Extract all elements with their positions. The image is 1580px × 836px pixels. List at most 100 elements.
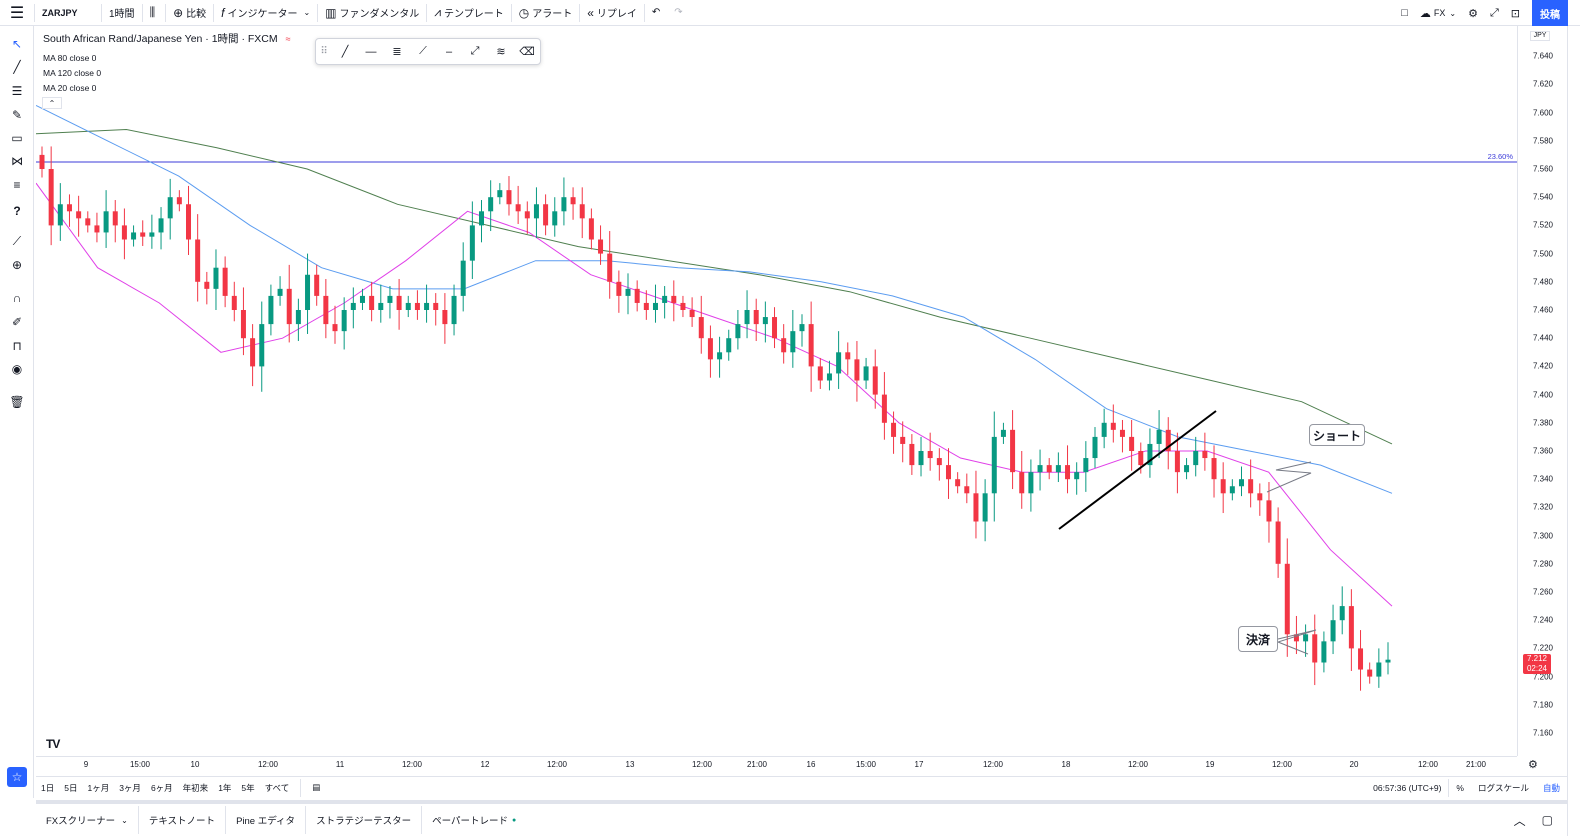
- indicators-button[interactable]: f インジケーター ⌄: [214, 0, 317, 26]
- legend-ma120[interactable]: MA 120 close 0: [43, 68, 102, 78]
- candle-body[interactable]: [332, 324, 338, 332]
- maximize-panel-icon[interactable]: ▢: [1541, 813, 1553, 827]
- candle-body[interactable]: [900, 436, 906, 444]
- layout-toggle-button[interactable]: □: [1395, 0, 1414, 26]
- candle-body[interactable]: [204, 281, 210, 289]
- cursor-icon[interactable]: ↖: [11, 37, 23, 51]
- interval-button[interactable]: 1時間: [109, 9, 135, 20]
- candle-body[interactable]: [533, 204, 539, 219]
- candle-body[interactable]: [103, 211, 109, 233]
- candle-body[interactable]: [579, 204, 585, 219]
- candle-body[interactable]: [112, 211, 118, 226]
- candle-body[interactable]: [323, 295, 329, 325]
- fundamentals-button[interactable]: ▥ ファンダメンタル: [318, 0, 426, 26]
- ma120-line[interactable]: [36, 128, 1393, 445]
- candle-body[interactable]: [1303, 634, 1309, 642]
- candle-body[interactable]: [735, 324, 741, 339]
- candle-body[interactable]: [387, 295, 393, 303]
- candle-body[interactable]: [1092, 436, 1098, 459]
- candle-body[interactable]: [524, 211, 530, 219]
- candle-body[interactable]: [213, 267, 219, 289]
- tab-text-notes[interactable]: テキストノート: [139, 806, 227, 834]
- candle-body[interactable]: [1101, 422, 1107, 437]
- price-chart[interactable]: 23.60%: [36, 26, 1517, 756]
- candle-body[interactable]: [845, 352, 851, 360]
- candle-body[interactable]: [479, 211, 485, 226]
- eye-icon[interactable]: ◉: [11, 362, 23, 376]
- candle-body[interactable]: [1238, 479, 1244, 487]
- ruler-icon[interactable]: ⟋: [12, 233, 22, 248]
- candle-body[interactable]: [707, 338, 713, 360]
- range-button[interactable]: すべて: [264, 782, 290, 793]
- tab-strategy-tester[interactable]: ストラテジーテスター: [306, 806, 423, 834]
- candle-body[interactable]: [1119, 429, 1125, 437]
- candle-body[interactable]: [991, 436, 997, 494]
- candle-body[interactable]: [1284, 563, 1290, 635]
- candle-body[interactable]: [588, 218, 594, 240]
- candle-body[interactable]: [744, 310, 750, 325]
- fib-retracement-icon[interactable]: ☰: [11, 84, 23, 98]
- candle-body[interactable]: [305, 274, 311, 310]
- ma20-line[interactable]: [36, 182, 1393, 607]
- candle-body[interactable]: [48, 169, 54, 226]
- candle-body[interactable]: [799, 324, 805, 332]
- candle-body[interactable]: [350, 302, 356, 310]
- candle-body[interactable]: [121, 225, 127, 240]
- candle-body[interactable]: [66, 204, 72, 212]
- candle-body[interactable]: [1193, 451, 1199, 466]
- candle-body[interactable]: [662, 295, 668, 303]
- candle-body[interactable]: [1211, 458, 1217, 480]
- legend-ma80[interactable]: MA 80 close 0: [43, 53, 97, 63]
- candle-body[interactable]: [240, 310, 246, 339]
- candle-body[interactable]: [616, 281, 622, 296]
- tab-paper-trading[interactable]: ペーパートレード ●: [422, 806, 526, 834]
- candle-body[interactable]: [359, 295, 365, 303]
- parallel-channel-icon[interactable]: ≣: [392, 46, 402, 58]
- forecast-icon[interactable]: ≡: [13, 178, 21, 192]
- range-button[interactable]: 1年: [218, 782, 232, 793]
- candle-body[interactable]: [1037, 465, 1043, 473]
- candle-body[interactable]: [1165, 429, 1171, 451]
- candle-body[interactable]: [405, 302, 411, 310]
- candle-body[interactable]: [433, 302, 439, 310]
- undo-button[interactable]: ↶: [645, 0, 667, 26]
- eraser-icon[interactable]: ⌫: [519, 46, 535, 58]
- candle-body[interactable]: [1376, 662, 1382, 677]
- candle-body[interactable]: [826, 373, 832, 381]
- candle-body[interactable]: [1010, 429, 1016, 473]
- candle-body[interactable]: [1019, 472, 1025, 494]
- candle-body[interactable]: [1083, 458, 1089, 473]
- short-callout[interactable]: ショート: [1309, 424, 1365, 446]
- legend-collapse-button[interactable]: ⌃: [42, 97, 62, 109]
- candle-body[interactable]: [598, 239, 604, 254]
- star-icon[interactable]: ☆: [7, 767, 27, 787]
- candle-body[interactable]: [543, 204, 549, 226]
- log-scale-toggle[interactable]: ログスケール: [1477, 783, 1529, 793]
- legend-ma20[interactable]: MA 20 close 0: [43, 83, 97, 93]
- candle-body[interactable]: [314, 274, 320, 296]
- candle-body[interactable]: [936, 458, 942, 466]
- candle-body[interactable]: [1229, 486, 1235, 494]
- extended-line-icon[interactable]: ⤢: [470, 45, 480, 57]
- chart-pane[interactable]: 23.60% South African Rand/Japanese Yen ·…: [36, 26, 1517, 756]
- menu-icon[interactable]: ☰: [9, 4, 25, 22]
- candle-body[interactable]: [57, 204, 63, 226]
- candle-body[interactable]: [460, 260, 466, 296]
- candle-body[interactable]: [570, 197, 576, 205]
- tab-fx-screener[interactable]: FXスクリーナー ⌄: [36, 806, 139, 834]
- candle-body[interactable]: [286, 288, 292, 325]
- range-button[interactable]: 6ヶ月: [150, 782, 173, 793]
- candle-body[interactable]: [652, 302, 658, 310]
- candle-body[interactable]: [881, 394, 887, 423]
- candle-body[interactable]: [863, 366, 869, 381]
- candle-body[interactable]: [195, 239, 201, 282]
- auto-scale-toggle[interactable]: 自動: [1542, 783, 1560, 793]
- candle-body[interactable]: [909, 443, 915, 466]
- candle-body[interactable]: [1028, 472, 1034, 494]
- currency-badge[interactable]: JPY: [1530, 31, 1550, 41]
- drag-handle-icon[interactable]: ⠿: [320, 46, 328, 57]
- candle-body[interactable]: [94, 225, 100, 233]
- candle-body[interactable]: [607, 253, 613, 282]
- layout-name-button[interactable]: ☁ FX ⌄: [1414, 0, 1462, 26]
- candle-body[interactable]: [1147, 443, 1153, 466]
